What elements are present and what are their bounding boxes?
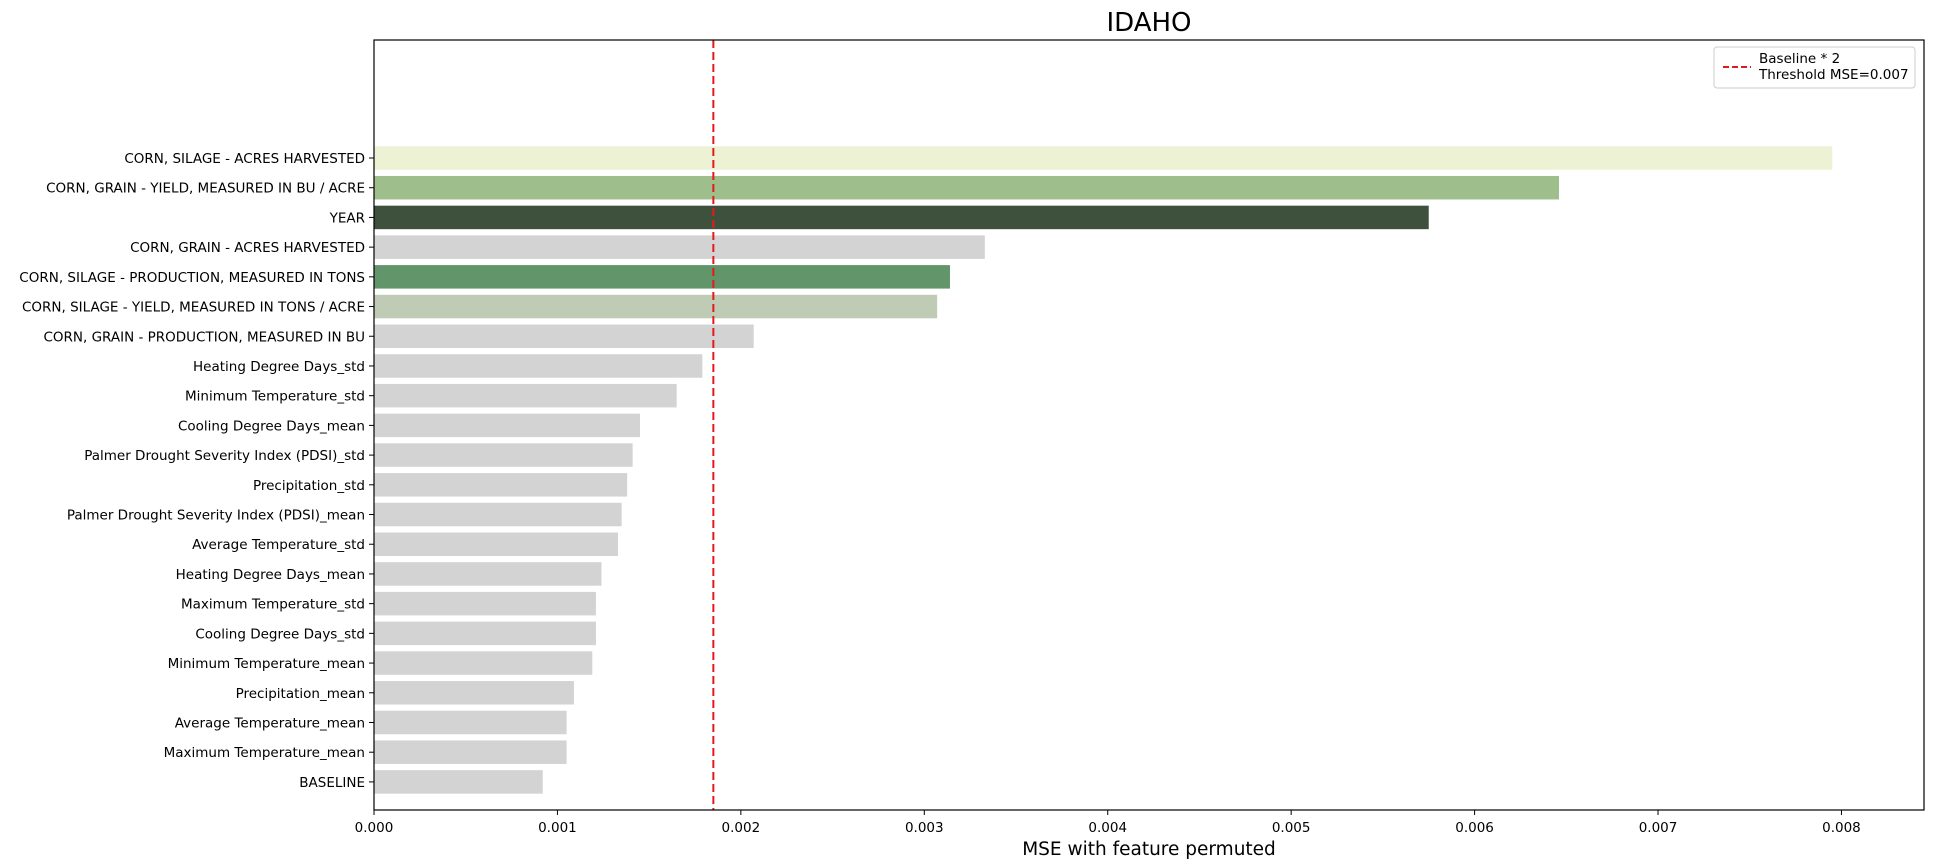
y-tick-label-14: Heating Degree Days_mean bbox=[176, 567, 365, 583]
plot-frame bbox=[373, 39, 1925, 811]
x-tick-label-4: 0.004 bbox=[1088, 820, 1127, 836]
y-tick-label-19: Average Temperature_mean bbox=[175, 715, 365, 731]
bar-14 bbox=[374, 562, 602, 586]
y-tick-label-13: Average Temperature_std bbox=[192, 537, 365, 553]
bar-13 bbox=[374, 532, 618, 556]
x-tick-label-8: 0.008 bbox=[1822, 820, 1861, 836]
bar-19 bbox=[374, 710, 567, 735]
x-axis-label: MSE with feature permuted bbox=[1022, 839, 1276, 860]
y-tick-label-16: Cooling Degree Days_std bbox=[195, 626, 365, 642]
bar-1 bbox=[374, 175, 1559, 200]
y-tick-label-5: CORN, SILAGE - YIELD, MEASURED IN TONS /… bbox=[22, 300, 365, 316]
x-tick-label-7: 0.007 bbox=[1639, 820, 1678, 836]
y-tick-label-18: Precipitation_mean bbox=[236, 686, 365, 702]
y-tick-label-20: Maximum Temperature_mean bbox=[164, 745, 365, 761]
bar-17 bbox=[374, 651, 593, 675]
x-tick-label-3: 0.003 bbox=[905, 820, 944, 836]
legend-box bbox=[1713, 46, 1916, 89]
bar-10 bbox=[374, 443, 633, 467]
y-tick-label-3: CORN, GRAIN - ACRES HARVESTED bbox=[130, 240, 365, 256]
bars-layer bbox=[374, 146, 1833, 794]
y-tick-label-21: BASELINE bbox=[299, 775, 365, 791]
legend-entry-line2: Threshold MSE=0.007 bbox=[1758, 67, 1909, 83]
bar-20 bbox=[374, 740, 567, 764]
chart-title: IDAHO bbox=[1106, 8, 1191, 38]
bar-12 bbox=[374, 502, 622, 527]
y-tick-label-8: Minimum Temperature_std bbox=[185, 389, 365, 405]
y-tick-label-12: Palmer Drought Severity Index (PDSI)_mea… bbox=[67, 508, 365, 524]
bar-16 bbox=[374, 621, 596, 646]
legend: Baseline * 2 Threshold MSE=0.007 bbox=[1713, 46, 1916, 89]
x-tick-label-6: 0.006 bbox=[1455, 820, 1494, 836]
bar-21 bbox=[374, 770, 543, 794]
x-tick-label-5: 0.005 bbox=[1272, 820, 1311, 836]
bar-8 bbox=[374, 383, 677, 408]
bar-7 bbox=[374, 354, 703, 378]
bar-15 bbox=[374, 591, 596, 616]
y-tick-label-15: Maximum Temperature_std bbox=[181, 597, 365, 613]
bar-18 bbox=[374, 681, 574, 705]
bar-4 bbox=[374, 265, 950, 289]
bar-0 bbox=[374, 146, 1833, 170]
y-tick-label-1: CORN, GRAIN - YIELD, MEASURED IN BU / AC… bbox=[46, 181, 365, 197]
bar-11 bbox=[374, 473, 628, 497]
bar-9 bbox=[374, 413, 640, 438]
y-tick-label-10: Palmer Drought Severity Index (PDSI)_std bbox=[84, 448, 365, 464]
y-ticks bbox=[369, 157, 374, 783]
bar-2 bbox=[374, 205, 1429, 230]
y-tick-label-2: YEAR bbox=[329, 210, 365, 226]
x-ticks: 0.000 0.001 0.002 0.003 0.004 0.005 0.006 0.007… bbox=[355, 810, 1861, 836]
y-tick-label-6: CORN, GRAIN - PRODUCTION, MEASURED IN BU bbox=[43, 329, 365, 345]
bar-5 bbox=[374, 294, 938, 319]
y-tick-label-7: Heating Degree Days_std bbox=[193, 359, 365, 375]
x-tick-label-1: 0.001 bbox=[538, 820, 577, 836]
y-tick-label-11: Precipitation_std bbox=[253, 478, 365, 494]
y-tick-label-0: CORN, SILAGE - ACRES HARVESTED bbox=[124, 151, 365, 167]
y-tick-label-9: Cooling Degree Days_mean bbox=[178, 418, 365, 434]
x-tick-label-0: 0.000 bbox=[355, 820, 394, 836]
x-tick-label-2: 0.002 bbox=[722, 820, 761, 836]
legend-entry-line1: Baseline * 2 bbox=[1759, 51, 1840, 67]
y-tick-labels: CORN, SILAGE - ACRES HARVESTED CORN, GRAI… bbox=[19, 151, 365, 791]
bar-6 bbox=[374, 324, 754, 349]
y-tick-label-4: CORN, SILAGE - PRODUCTION, MEASURED IN T… bbox=[19, 270, 365, 286]
y-tick-label-17: Minimum Temperature_mean bbox=[168, 656, 365, 672]
bar-3 bbox=[374, 235, 985, 259]
